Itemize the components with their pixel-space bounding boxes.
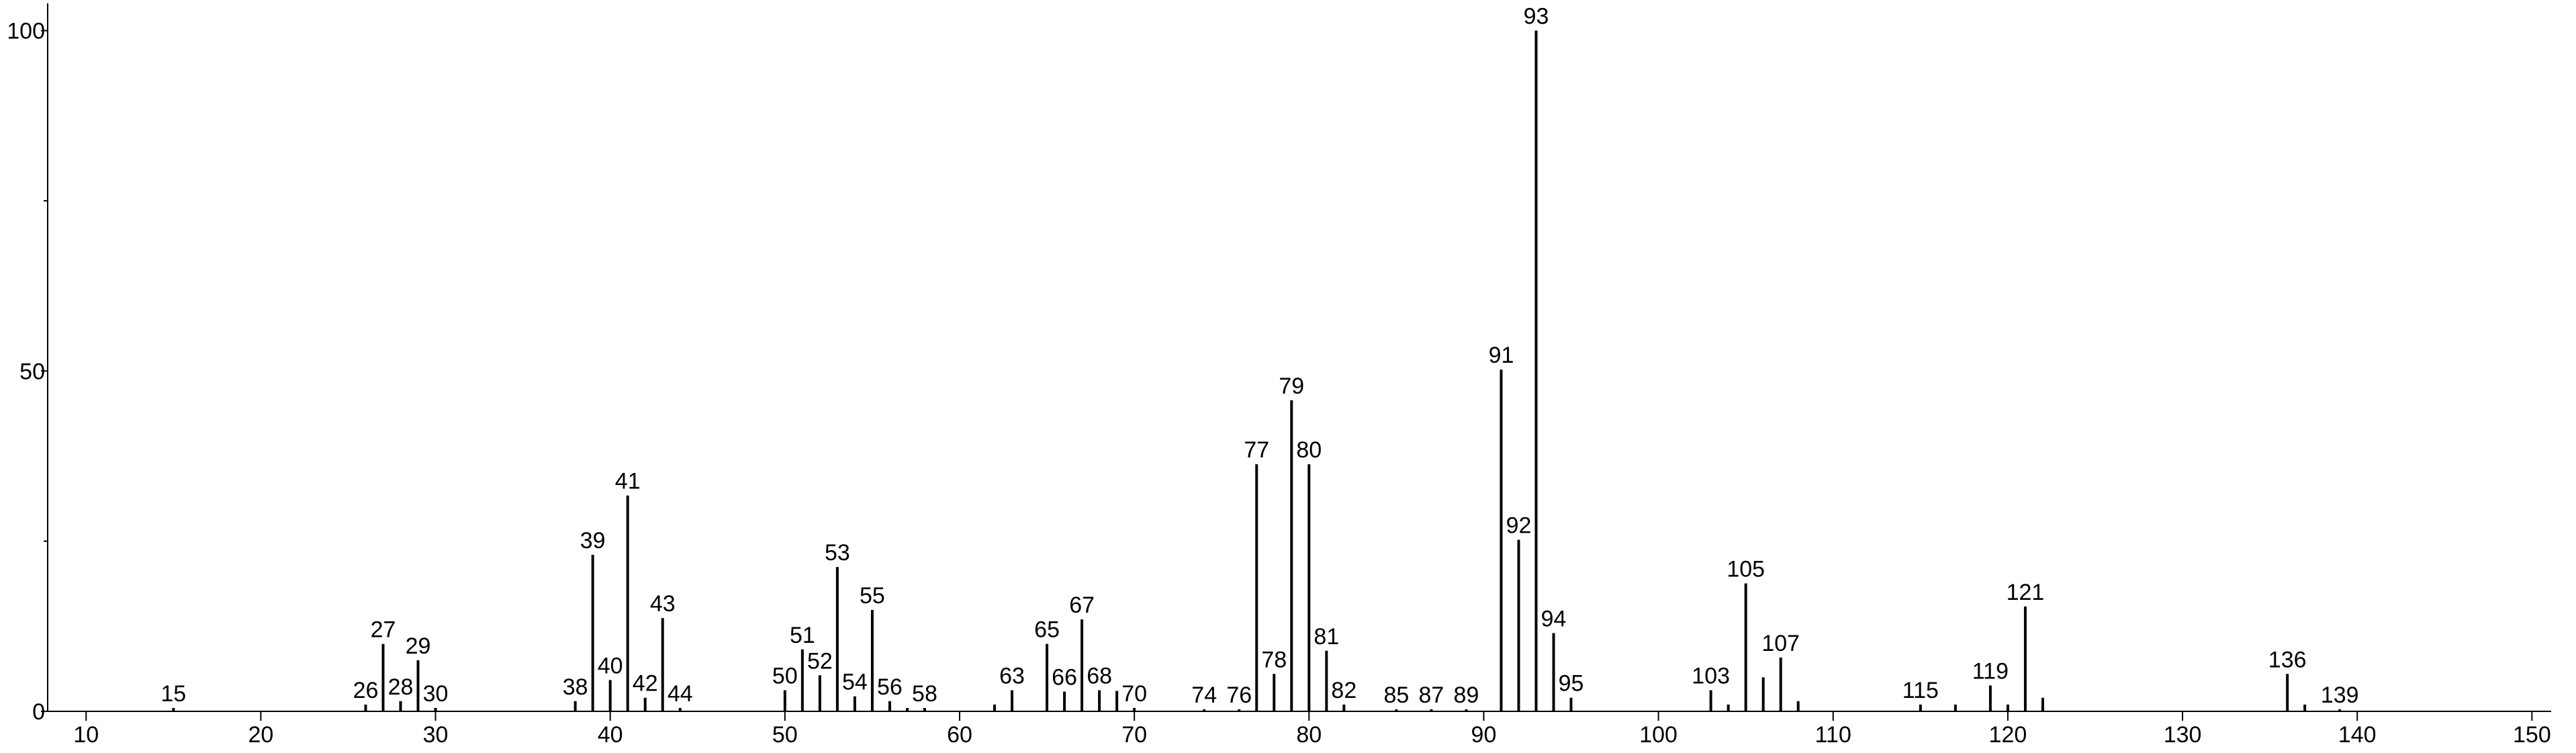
peak-label: 50: [772, 664, 798, 689]
peak-label: 53: [825, 540, 850, 566]
x-tick-label: 140: [2338, 722, 2377, 748]
peak-label: 92: [1506, 513, 1532, 539]
peak-label: 89: [1454, 682, 1479, 708]
x-tick-label: 100: [1639, 722, 1677, 748]
x-tick-label: 40: [598, 722, 623, 748]
peak-label: 41: [615, 469, 641, 494]
peak-label: 63: [999, 664, 1025, 689]
x-tick-label: 90: [1471, 722, 1497, 748]
peak-label: 70: [1121, 681, 1147, 707]
peak-label: 43: [650, 591, 676, 617]
peak-label: 27: [371, 617, 396, 643]
peak-label: 58: [912, 681, 937, 707]
peak-label: 85: [1383, 682, 1409, 708]
x-tick-label: 110: [1815, 722, 1851, 748]
peak-label: 15: [160, 681, 186, 707]
peak-label: 91: [1489, 343, 1514, 368]
x-tick-label: 120: [1989, 722, 2027, 748]
peak-label: 74: [1191, 682, 1217, 708]
peak-label: 80: [1296, 437, 1322, 463]
peak-label: 105: [1727, 556, 1765, 582]
peak-label: 39: [580, 528, 606, 553]
peak-label: 42: [633, 671, 658, 697]
peak-label: 82: [1331, 678, 1356, 703]
peak-label: 26: [353, 678, 379, 703]
peak-label: 93: [1524, 4, 1549, 30]
peak-label: 30: [423, 681, 449, 707]
x-tick-label: 80: [1296, 722, 1322, 748]
peak-label: 121: [2007, 580, 2045, 605]
peak-label: 94: [1541, 606, 1567, 631]
x-tick-label: 10: [73, 722, 99, 748]
x-tick-label: 30: [423, 722, 449, 748]
peak-label: 78: [1261, 647, 1287, 672]
peak-label: 65: [1034, 617, 1060, 643]
y-tick-label: 100: [7, 19, 45, 44]
x-tick-label: 50: [772, 722, 798, 748]
peak-label: 136: [2268, 647, 2307, 672]
peak-label: 76: [1226, 682, 1252, 708]
x-tick-label: 70: [1121, 722, 1147, 748]
x-tick-label: 20: [248, 722, 273, 748]
y-tick-label: 0: [32, 699, 45, 725]
x-tick-label: 130: [2164, 722, 2202, 748]
peak-label: 52: [807, 648, 833, 674]
peak-label: 68: [1087, 664, 1112, 689]
x-tick-label: 150: [2513, 722, 2551, 748]
x-tick-label: 60: [947, 722, 972, 748]
peak-label: 139: [2321, 682, 2359, 708]
peak-label: 87: [1419, 682, 1444, 708]
peak-label: 55: [860, 583, 885, 609]
y-tick-label: 50: [19, 359, 45, 384]
peak-label: 67: [1069, 592, 1095, 618]
peak-label: 66: [1052, 665, 1077, 691]
peak-label: 107: [1761, 631, 1800, 656]
peak-label: 44: [668, 681, 693, 707]
peak-label: 29: [406, 633, 431, 659]
peak-label: 56: [877, 674, 903, 700]
peak-label: 81: [1314, 624, 1339, 650]
peak-label: 115: [1902, 678, 1939, 703]
peak-label: 103: [1692, 664, 1730, 689]
peak-label: 119: [1972, 658, 2009, 684]
peak-label: 54: [842, 670, 868, 695]
peak-label: 40: [598, 653, 623, 678]
peak-label: 51: [790, 623, 815, 648]
peak-label: 28: [388, 674, 414, 700]
peak-label: 95: [1559, 671, 1584, 697]
peak-label: 77: [1244, 437, 1269, 463]
peak-label: 79: [1279, 373, 1304, 399]
peak-label: 38: [563, 674, 588, 700]
